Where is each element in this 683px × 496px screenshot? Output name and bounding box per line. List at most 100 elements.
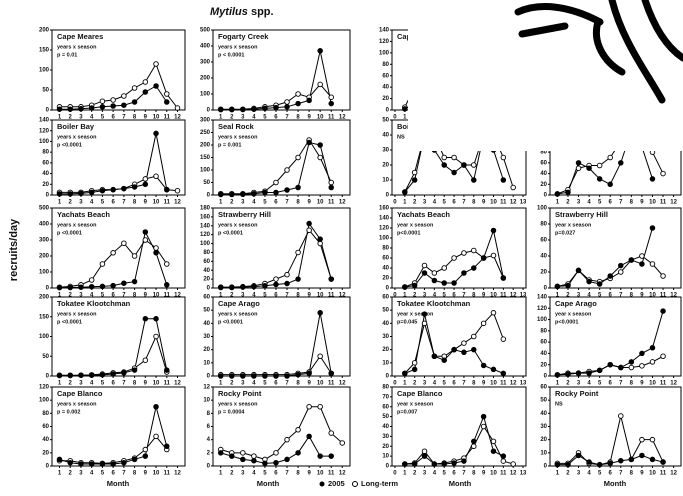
y-tick-label: 120 [200,232,211,238]
data-point [660,459,666,465]
annotation: year x season [555,311,592,317]
x-tick-label: 0 [393,115,397,121]
x-tick-label: 5 [101,381,105,387]
data-point [78,372,84,378]
x-tick-label: 5 [101,471,105,477]
x-tick-label: 12 [174,381,181,387]
x-tick-label: 4 [433,471,437,477]
data-point [451,169,457,176]
annotation: years x season [218,44,258,50]
data-point [110,461,116,467]
x-tick-label: 5 [443,200,447,206]
data-point [131,85,138,91]
data-point [618,413,624,419]
y-tick-label: 150 [39,48,50,54]
data-point [142,229,149,235]
x-tick-label: 11 [660,381,667,387]
series-line [59,335,168,376]
x-tick-label: 8 [296,471,300,477]
x-tick-label: 2 [69,293,73,299]
y-tick-label: 100 [379,50,390,56]
annotation: p = 0.01 [57,52,77,58]
panel-frame [391,296,527,377]
y-tick-label: 10 [382,178,389,184]
y-tick-label: 20 [42,450,49,456]
data-point [618,457,624,464]
annotation: p<0.0001 [555,319,578,325]
x-tick-label: 2 [566,381,570,387]
data-point [110,250,116,256]
data-point [142,79,149,85]
data-point [441,154,447,161]
y-tick-label: 10 [540,450,547,456]
y-tick-label: 200 [200,76,211,82]
data-point [273,276,279,282]
data-point [121,370,127,376]
data-point [500,458,507,464]
footer: Month Month Month Month 2005 Long-term [107,479,627,488]
data-point [649,225,656,231]
x-tick-label: 11 [164,293,171,299]
x-tick-label: 2 [230,200,234,206]
x-tick-label: 2 [69,471,73,477]
data-point [295,154,301,161]
series-line [557,227,653,287]
x-tick-label: 11 [328,381,335,387]
data-point [490,448,497,454]
data-point [99,187,106,194]
data-point [229,453,235,459]
x-tick-label: 4 [90,200,94,206]
data-point [121,185,127,192]
data-point [142,181,149,188]
data-point [240,450,246,456]
y-tick-label: 20 [540,437,547,443]
title-genus: Mytilus [210,6,248,18]
y-tick-label: 10 [203,360,210,366]
data-point [451,280,457,286]
sketch-stroke [514,3,604,26]
data-point [251,457,257,464]
data-point [471,265,477,271]
data-point [153,315,159,322]
x-tick-label: 9 [307,200,311,206]
data-point [618,262,624,269]
annotation: p <0.0001 [57,230,82,236]
x-tick-label: 0 [393,381,397,387]
panel-title: Strawberry Hill [218,210,271,219]
data-point [554,461,561,468]
panel-frame [549,386,682,467]
panel-title: Cape Blanco [57,389,103,398]
data-point [421,262,428,269]
data-point [229,373,235,379]
y-tick-label: 80 [42,150,49,156]
annotation: year x season [397,401,434,407]
data-point [164,99,170,105]
x-tick-label: 9 [640,293,644,299]
data-point [78,106,84,112]
y-tick-label: 250 [200,130,211,136]
data-point [490,227,497,234]
data-point [421,448,428,454]
y-tick-label: 40 [382,424,389,430]
data-point [402,370,408,377]
data-point [99,98,106,104]
x-axis-label: Month [107,479,130,488]
x-tick-label: 4 [252,293,256,299]
x-tick-label: 8 [472,471,476,477]
data-point [229,106,235,113]
series-line [220,50,332,111]
y-tick-label: 0 [207,108,211,114]
y-tick-label: 30 [540,424,547,430]
y-tick-label: 160 [200,214,211,220]
data-point [586,459,592,465]
x-tick-label: 6 [111,381,115,387]
sketch-stroke [593,18,626,76]
data-point [164,261,170,267]
data-point [99,461,106,467]
x-tick-label: 2 [230,471,234,477]
y-tick-label: 100 [200,241,211,247]
y-tick-label: 40 [382,266,389,272]
data-point [164,186,170,193]
y-tick-label: 0 [207,464,211,470]
x-tick-label: 7 [462,200,466,206]
